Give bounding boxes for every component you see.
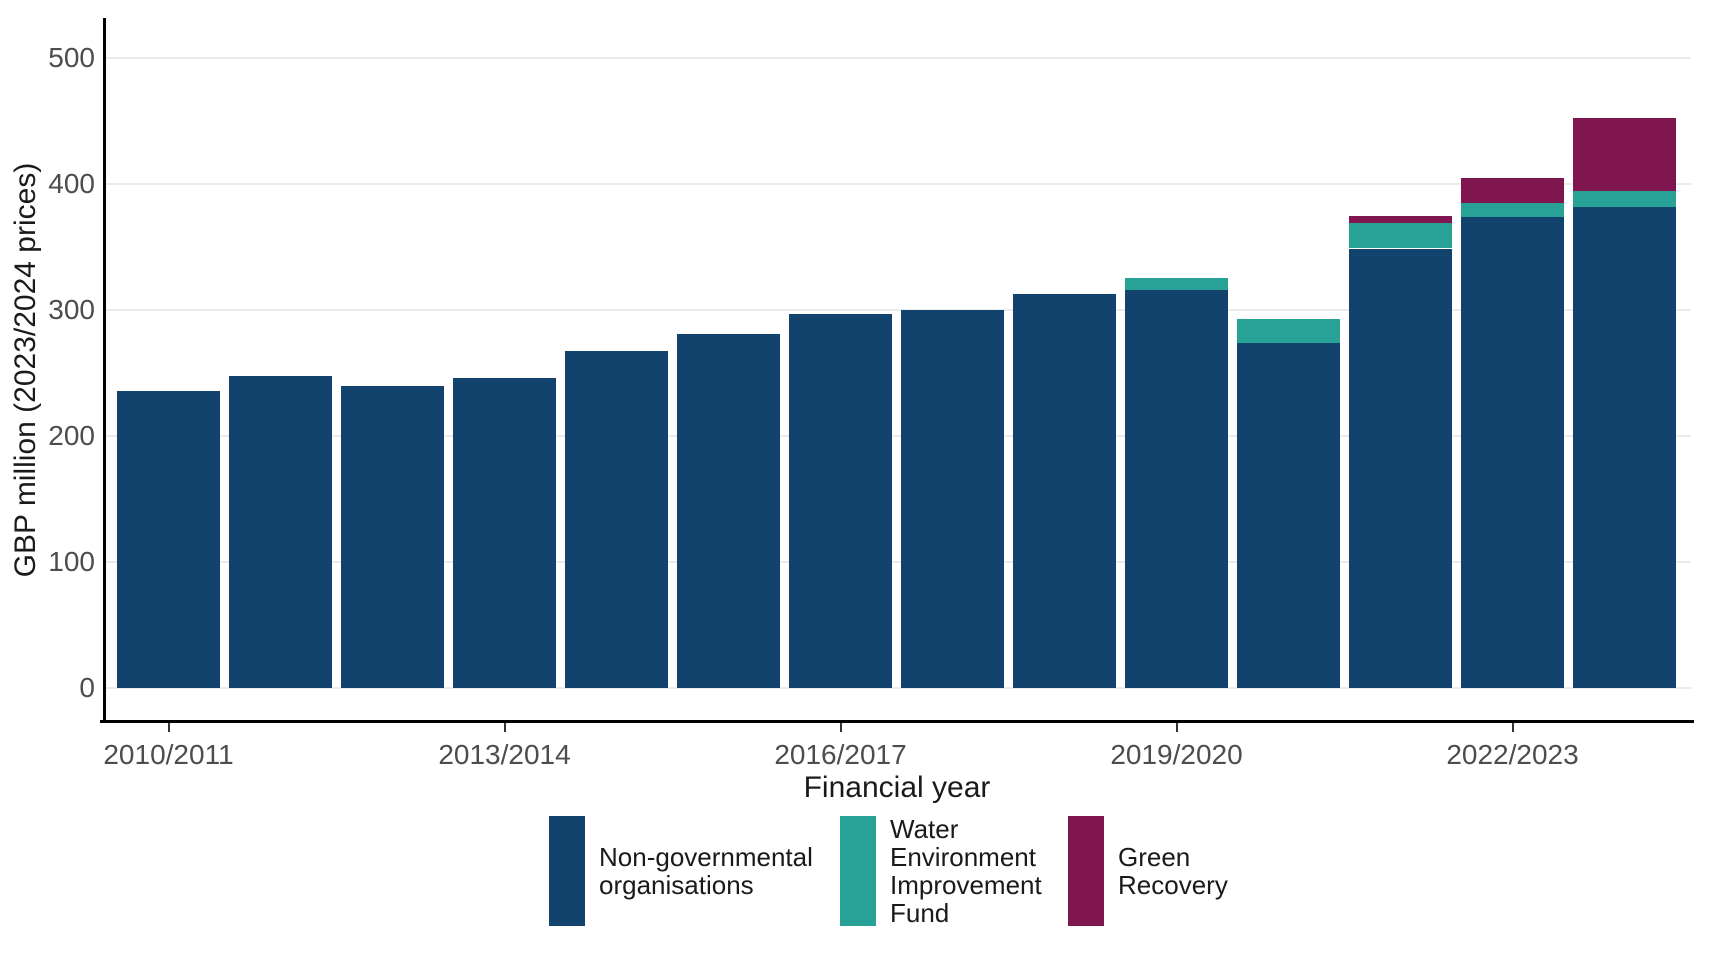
bar-segment xyxy=(789,314,892,688)
legend-label: Water Environment Improvement Fund xyxy=(890,814,1042,928)
y-tick-label: 500 xyxy=(48,42,95,74)
x-tick-label: 2022/2023 xyxy=(1446,739,1579,770)
bar-segment xyxy=(341,385,444,688)
x-axis-title: Financial year xyxy=(803,771,991,804)
bar-segment xyxy=(565,350,668,688)
legend-item: Non-governmental organisations xyxy=(549,816,813,926)
bar-segment xyxy=(229,375,332,688)
legend-item: Water Environment Improvement Fund xyxy=(840,814,1042,928)
legend-swatch xyxy=(1068,816,1104,926)
bar-segment xyxy=(1573,190,1676,207)
y-tick-label: 300 xyxy=(48,294,95,326)
x-tick-label: 2019/2020 xyxy=(1110,739,1243,770)
x-tick-label: 2013/2014 xyxy=(438,739,571,770)
bar-segment xyxy=(1573,117,1676,191)
gridline-y-500 xyxy=(103,57,1691,60)
bar-segment xyxy=(1125,290,1228,688)
x-tick-mark xyxy=(1511,723,1514,732)
legend-label: Green Recovery xyxy=(1118,842,1228,900)
gridline-y-200 xyxy=(103,435,1691,438)
legend-item: Green Recovery xyxy=(1068,816,1228,926)
bar-segment xyxy=(677,334,780,688)
gridline-y-300 xyxy=(103,309,1691,312)
bar-segment xyxy=(1573,206,1676,688)
x-tick-label: 2016/2017 xyxy=(774,739,907,770)
bar-segment xyxy=(1349,215,1452,224)
bar-segment xyxy=(901,310,1004,688)
x-axis-line xyxy=(100,720,1694,723)
x-tick-mark xyxy=(1175,723,1178,732)
bar-segment xyxy=(1349,223,1452,249)
gridline-y-400 xyxy=(103,183,1691,186)
bar-segment xyxy=(1461,203,1564,218)
x-tick-label: 2010/2011 xyxy=(103,739,234,770)
bar-segment xyxy=(1349,248,1452,688)
y-axis-line xyxy=(103,18,106,723)
x-tick-mark xyxy=(839,723,842,732)
bar-segment xyxy=(1461,217,1564,688)
gridline-y-100 xyxy=(103,561,1691,564)
y-tick-label: 200 xyxy=(48,420,95,452)
bar-segment xyxy=(1237,319,1340,343)
bar-segment xyxy=(1013,293,1116,688)
x-tick-mark xyxy=(503,723,506,732)
legend-swatch xyxy=(840,816,876,926)
bar-segment xyxy=(117,390,220,688)
x-tick-mark xyxy=(167,723,170,732)
y-tick-label: 0 xyxy=(79,672,95,703)
bar-segment xyxy=(1461,178,1564,204)
y-tick-label: 400 xyxy=(48,168,95,200)
bar-segment xyxy=(1125,277,1228,291)
legend-swatch xyxy=(549,816,585,926)
bar-segment xyxy=(453,378,556,688)
bar-segment xyxy=(1237,343,1340,688)
y-tick-label: 100 xyxy=(48,546,95,578)
legend-label: Non-governmental organisations xyxy=(599,842,813,900)
gridline-y-0 xyxy=(103,687,1691,689)
